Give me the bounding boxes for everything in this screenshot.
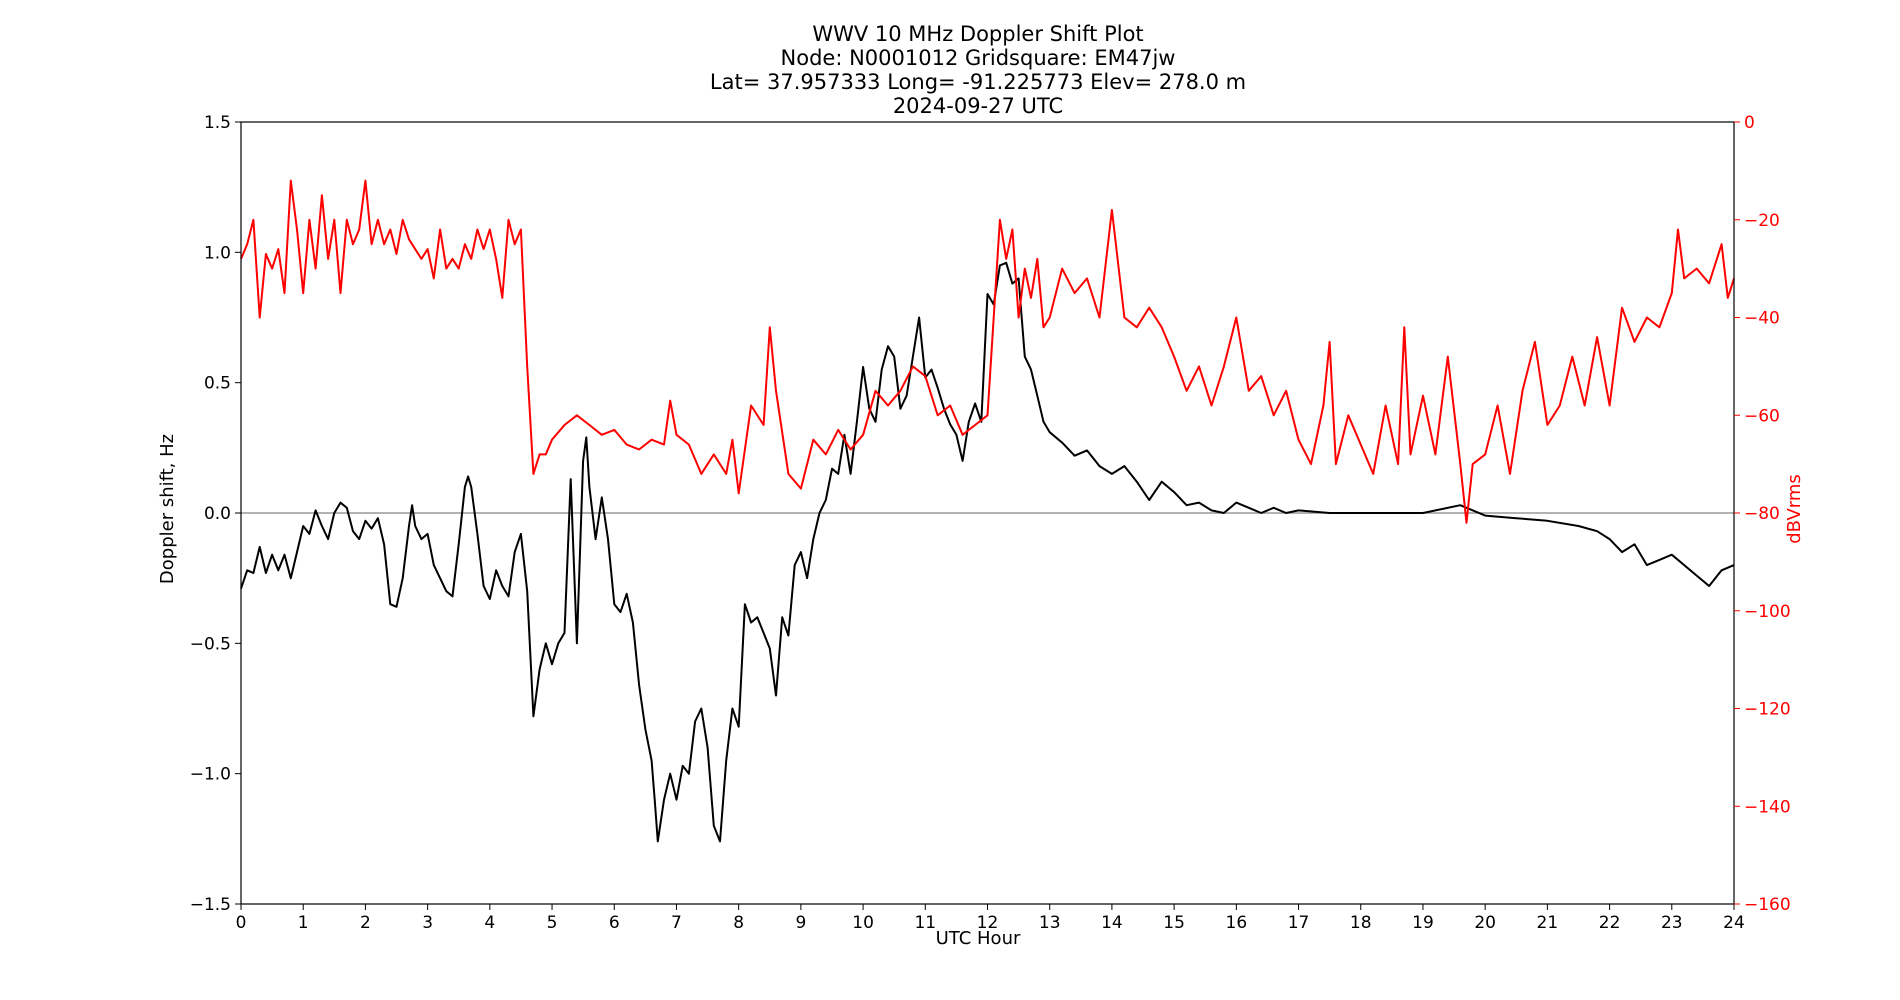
x-tick-label: 20 <box>1474 913 1496 933</box>
y-right-tick-label: −100 <box>1744 602 1791 622</box>
y-left-tick-label: 1.0 <box>204 243 231 263</box>
y-right-tick-label: −160 <box>1744 895 1791 915</box>
x-tick-label: 14 <box>1101 913 1123 933</box>
y-left-tick-label: 1.5 <box>204 113 231 133</box>
y-right-tick-label: −140 <box>1744 797 1791 817</box>
y-right-tick-label: −40 <box>1744 309 1780 329</box>
y-axis-label-left: Doppler shift, Hz <box>157 434 178 584</box>
y-left-tick-label: −1.5 <box>190 895 231 915</box>
chart-title: WWV 10 MHz Doppler Shift Plot Node: N000… <box>710 22 1246 118</box>
x-tick-label: 19 <box>1412 913 1434 933</box>
x-tick-label: 13 <box>1039 913 1061 933</box>
x-tick-label: 2 <box>360 913 371 933</box>
x-tick-label: 4 <box>484 913 495 933</box>
x-tick-label: 11 <box>914 913 936 933</box>
y-left-tick-label: 0.0 <box>204 504 231 524</box>
x-tick-label: 7 <box>671 913 682 933</box>
x-tick-label: 6 <box>609 913 620 933</box>
y-axis-label-right: dBVrms <box>1784 474 1805 544</box>
power-series-line <box>240 179 1735 524</box>
y-right-tick-label: −20 <box>1744 211 1780 231</box>
x-tick-label: 0 <box>236 913 247 933</box>
x-tick-label: 12 <box>977 913 999 933</box>
y-right-tick-label: −80 <box>1744 504 1780 524</box>
x-tick-label: 1 <box>298 913 309 933</box>
x-tick-label: 23 <box>1661 913 1683 933</box>
y-left-tick-label: −1.0 <box>190 765 231 785</box>
x-tick-label: 24 <box>1723 913 1745 933</box>
y-right-tick-label: −60 <box>1744 406 1780 426</box>
y-left-tick-label: 0.5 <box>204 374 231 394</box>
x-tick-label: 18 <box>1350 913 1372 933</box>
x-tick-label: 16 <box>1226 913 1248 933</box>
title-line-3: Lat= 37.957333 Long= -91.225773 Elev= 27… <box>710 70 1246 94</box>
y-left-tick-label: −0.5 <box>190 634 231 654</box>
x-tick-label: 15 <box>1163 913 1185 933</box>
x-tick-label: 17 <box>1288 913 1310 933</box>
x-tick-label: 5 <box>547 913 558 933</box>
x-axis-label: UTC Hour <box>936 928 1021 949</box>
y-right-tick-label: 0 <box>1744 113 1755 133</box>
title-line-2: Node: N0001012 Gridsquare: EM47jw <box>781 46 1176 70</box>
plot-area: 0 1 2 3 4 5 6 7 8 9 10 11 12 13 14 15 16 17 18 19 20 21 22 23 24… <box>190 113 1791 933</box>
x-tick-label: 21 <box>1537 913 1559 933</box>
x-tick-label: 3 <box>422 913 433 933</box>
title-line-1: WWV 10 MHz Doppler Shift Plot <box>812 22 1143 46</box>
title-line-4: 2024-09-27 UTC <box>893 94 1063 118</box>
y-right-tick-label: −120 <box>1744 700 1791 720</box>
x-tick-label: 8 <box>733 913 744 933</box>
x-tick-label: 22 <box>1599 913 1621 933</box>
x-tick-label: 9 <box>795 913 806 933</box>
doppler-series-line <box>240 261 1735 843</box>
x-tick-label: 10 <box>852 913 874 933</box>
